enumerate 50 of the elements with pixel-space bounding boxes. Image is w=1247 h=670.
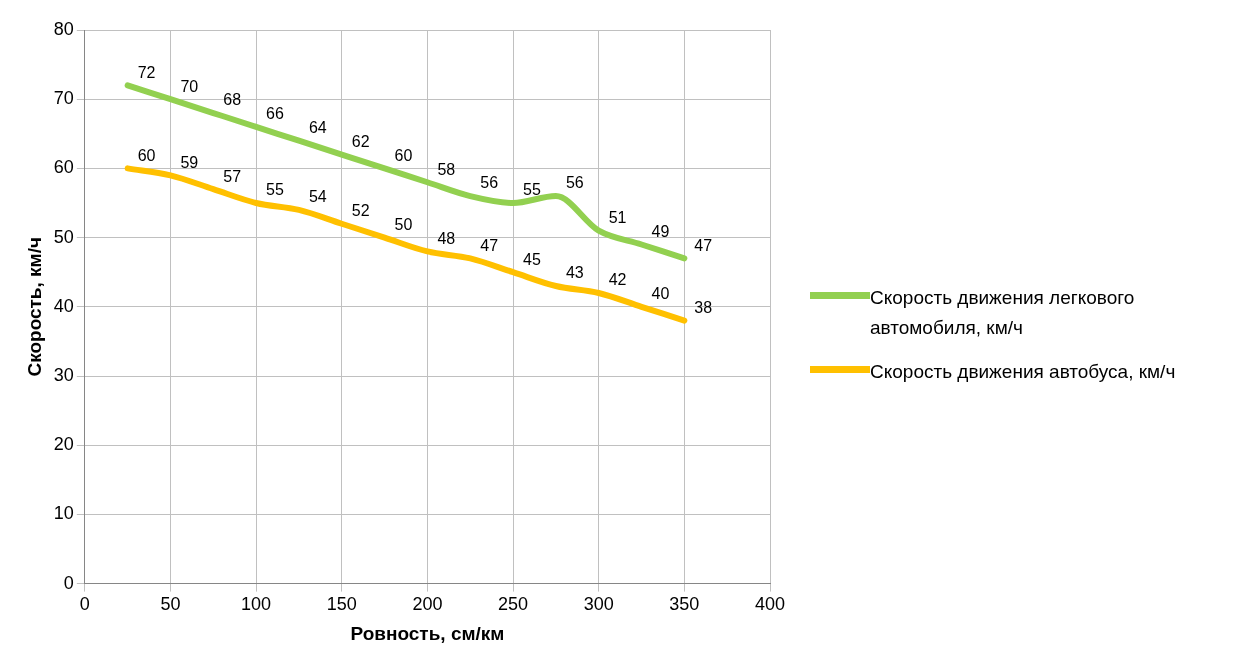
data-label: 48 [437, 229, 456, 247]
data-label: 62 [351, 132, 370, 150]
x-tick-label: 400 [754, 594, 786, 615]
y-tick-label: 50 [53, 226, 74, 247]
x-tick-label: 0 [79, 594, 90, 615]
data-label: 56 [480, 174, 499, 192]
data-label: 43 [565, 264, 584, 282]
legend-label: Скорость движения автобуса, км/ч [870, 360, 1177, 384]
x-tick-label: 200 [412, 594, 443, 615]
x-axis-title: Ровность, см/км [350, 622, 505, 644]
legend-label: Скорость движения легкового автомобиля, км/ч [870, 286, 1136, 340]
data-label: 68 [223, 91, 242, 109]
x-tick-label: 300 [583, 594, 614, 615]
data-label: 72 [137, 63, 156, 81]
data-label: 54 [308, 188, 327, 206]
data-label: 55 [523, 181, 541, 199]
y-tick-label: 40 [53, 295, 74, 316]
data-label: 47 [694, 236, 713, 254]
y-tick-label: 20 [53, 434, 74, 455]
data-label: 38 [694, 299, 713, 317]
x-tick-label: 250 [498, 594, 529, 615]
data-label: 42 [608, 271, 627, 289]
data-label: 56 [565, 174, 584, 192]
data-label: 52 [351, 202, 370, 220]
data-label: 59 [180, 153, 199, 171]
data-label: 58 [437, 160, 456, 178]
data-label: 70 [180, 77, 199, 95]
data-label: 45 [523, 250, 541, 268]
x-tick-label: 150 [326, 594, 357, 615]
x-tick-label: 50 [160, 594, 181, 615]
data-label: 60 [137, 146, 156, 164]
data-label: 60 [394, 146, 413, 164]
y-tick-label: 80 [53, 18, 74, 39]
y-tick-label: 10 [53, 503, 74, 524]
data-label: 47 [480, 236, 499, 254]
y-axis-title: Скорость, км/ч [23, 237, 45, 377]
y-tick-label: 60 [53, 157, 74, 178]
data-label: 49 [651, 222, 670, 240]
data-label: 64 [308, 119, 327, 137]
x-tick-label: 100 [241, 594, 272, 615]
data-label: 51 [608, 209, 627, 227]
x-tick-label: 350 [669, 594, 700, 615]
data-label: 66 [266, 105, 285, 123]
data-label: 55 [266, 181, 285, 199]
y-tick-label: 30 [53, 364, 74, 385]
data-label: 50 [394, 216, 413, 234]
y-tick-label: 0 [63, 572, 74, 593]
y-tick-label: 70 [53, 88, 74, 109]
data-label: 57 [223, 167, 242, 185]
data-label: 40 [651, 285, 670, 303]
